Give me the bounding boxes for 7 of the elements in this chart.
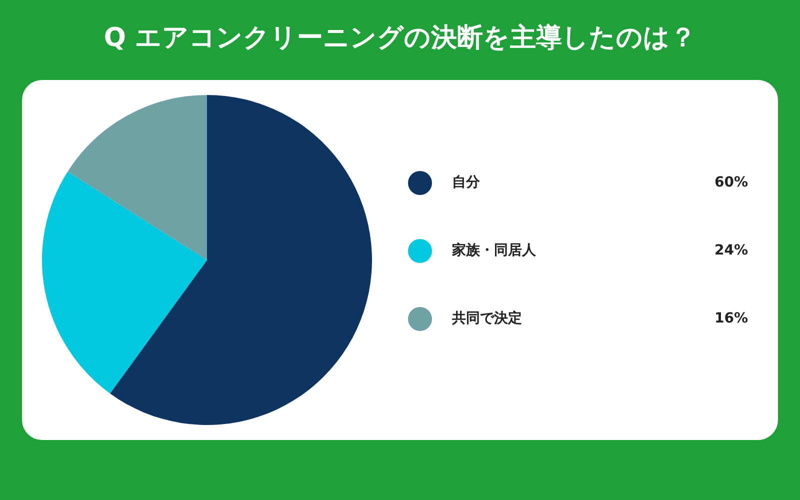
data-label: 60% (714, 174, 748, 191)
legend-label: 共同で決定 (451, 310, 522, 327)
chart-title: Q エアコンクリーニングの決断を主導したのは？ (102, 22, 698, 55)
data-label: 16% (714, 310, 748, 327)
data-label: 24% (714, 242, 748, 259)
legend-label: 家族・同居人 (451, 242, 537, 259)
legend-label: 自分 (452, 174, 481, 191)
